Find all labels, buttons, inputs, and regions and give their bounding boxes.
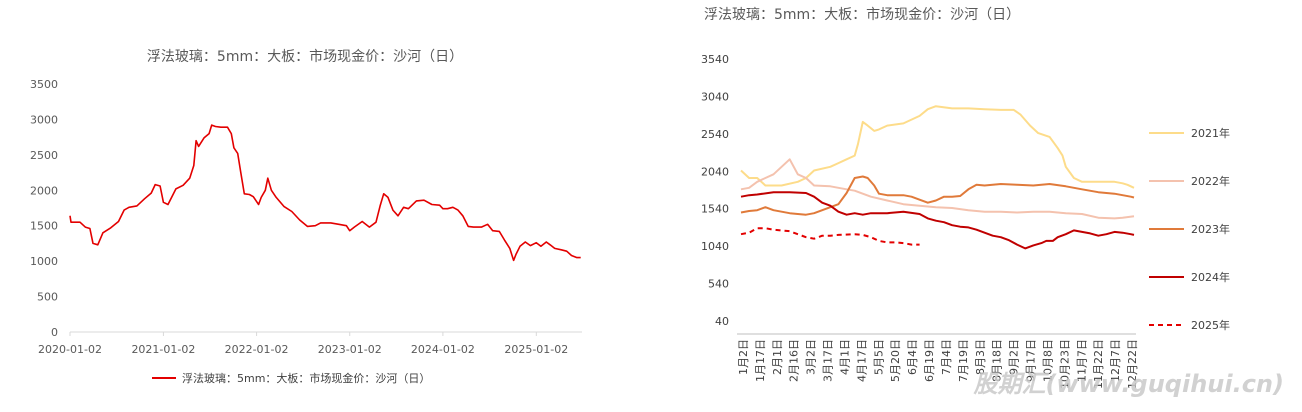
left-chart: 浮法玻璃：5mm：大板：市场现金价：沙河（日） 0 500 1000 1500 2000… xyxy=(30,48,582,385)
watermark: 股期汇(www.guqihui.cn) xyxy=(972,370,1284,398)
left-y-axis: 0 500 1000 1500 2000 2500 3000 3500 xyxy=(30,78,58,339)
right-chart-title: 浮法玻璃：5mm：大板：市场现金价：沙河（日） xyxy=(704,6,1020,23)
left-x-tick-label: 2024-01-02 xyxy=(411,343,475,356)
right-y-tick-label: 2540 xyxy=(701,128,729,141)
left-y-tick-label: 1000 xyxy=(30,255,58,268)
right-x-tick-label: 4月1日 xyxy=(839,339,852,375)
left-x-tick-label: 2022-01-02 xyxy=(225,343,289,356)
right-x-tick-label: 7月4日 xyxy=(940,339,953,375)
right-x-tick-label: 12月7日 xyxy=(1109,339,1122,382)
right-x-tick-label: 2月16日 xyxy=(788,339,801,382)
right-series-line xyxy=(740,227,920,246)
left-y-tick-label: 1500 xyxy=(30,220,58,233)
right-x-tick-label: 10月23日 xyxy=(1058,339,1071,389)
left-y-tick-label: 2000 xyxy=(30,184,58,197)
right-x-tick-label: 1月17日 xyxy=(754,339,767,382)
left-y-tick-label: 2500 xyxy=(30,149,58,162)
right-x-tick-label: 8月3日 xyxy=(974,339,987,375)
right-x-tick-label: 10月8日 xyxy=(1041,339,1054,382)
left-legend-label: 浮法玻璃：5mm：大板：市场现金价：沙河（日） xyxy=(182,371,430,385)
left-y-tick-label: 500 xyxy=(37,291,58,304)
right-y-axis: 40 540 1040 1540 2040 2540 3040 3540 xyxy=(701,53,729,328)
right-y-tick-label: 3540 xyxy=(701,53,729,66)
right-y-tick-label: 2040 xyxy=(701,165,729,178)
right-legend: 2021年 2022年 2023年 2024年 2025年 xyxy=(1149,126,1230,332)
right-x-tick-label: 3月17日 xyxy=(822,339,835,382)
right-series-line xyxy=(740,191,1135,250)
left-x-tick-label: 2021-01-02 xyxy=(131,343,195,356)
right-legend-label: 2024年 xyxy=(1191,270,1230,284)
right-chart: 浮法玻璃：5mm：大板：市场现金价：沙河（日） 40 540 1040 1540 204… xyxy=(701,6,1230,389)
right-series-group xyxy=(740,105,1135,250)
right-legend-label: 2023年 xyxy=(1191,222,1230,236)
left-legend: 浮法玻璃：5mm：大板：市场现金价：沙河（日） xyxy=(152,371,430,385)
right-series-line xyxy=(740,175,1135,216)
right-x-tick-label: 1月2日 xyxy=(737,339,750,375)
left-series-line xyxy=(69,124,581,262)
right-series-line xyxy=(740,158,1135,220)
right-x-tick-label: 5月5日 xyxy=(872,339,885,375)
right-x-tick-label: 2月1日 xyxy=(771,339,784,375)
left-x-axis: 2020-01-02 2021-01-02 2022-01-02 2023-01-02… xyxy=(38,332,568,356)
right-x-tick-label: 9月2日 xyxy=(1008,339,1021,375)
left-y-tick-label: 3500 xyxy=(30,78,58,91)
right-x-tick-label: 3月2日 xyxy=(805,339,818,375)
right-y-tick-label: 1040 xyxy=(701,240,729,253)
right-y-tick-label: 40 xyxy=(715,315,729,328)
right-y-tick-label: 540 xyxy=(708,278,729,291)
left-x-tick-label: 2020-01-02 xyxy=(38,343,102,356)
right-series-line xyxy=(740,105,1135,189)
right-x-tick-label: 11月22日 xyxy=(1092,339,1105,389)
left-chart-title: 浮法玻璃：5mm：大板：市场现金价：沙河（日） xyxy=(147,48,463,65)
right-x-tick-label: 12月22日 xyxy=(1126,339,1139,389)
right-legend-label: 2022年 xyxy=(1191,174,1230,188)
right-x-tick-label: 6月19日 xyxy=(923,339,936,382)
right-legend-label: 2025年 xyxy=(1191,318,1230,332)
right-y-tick-label: 1540 xyxy=(701,203,729,216)
left-x-tick-label: 2023-01-02 xyxy=(318,343,382,356)
left-y-tick-label: 0 xyxy=(51,326,58,339)
right-y-tick-label: 3040 xyxy=(701,90,729,103)
left-x-tick-label: 2025-01-02 xyxy=(504,343,568,356)
right-x-tick-label: 6月4日 xyxy=(906,339,919,375)
left-y-tick-label: 3000 xyxy=(30,113,58,126)
left-series-group xyxy=(69,124,581,262)
right-x-tick-label: 7月19日 xyxy=(957,339,970,382)
right-x-tick-label: 8月18日 xyxy=(991,339,1004,382)
right-x-tick-label: 4月17日 xyxy=(855,339,868,382)
right-x-axis: 1月2日 1月17日 2月1日 2月16日 3月2日 3月17日 4月1日 4月17日 5月5日… xyxy=(737,339,1139,389)
right-x-tick-label: 5月20日 xyxy=(889,339,902,382)
right-x-tick-label: 9月17日 xyxy=(1025,339,1038,382)
right-legend-label: 2021年 xyxy=(1191,126,1230,140)
right-x-tick-label: 11月7日 xyxy=(1075,339,1088,382)
